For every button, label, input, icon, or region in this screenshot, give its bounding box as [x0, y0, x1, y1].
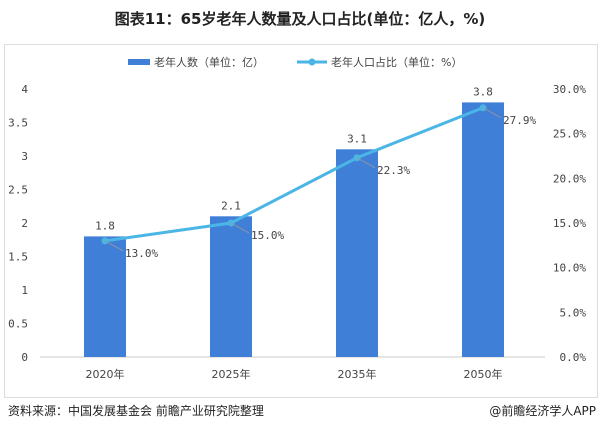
bar [210, 216, 252, 357]
bar [336, 149, 378, 357]
left-axis-tick: 2 [21, 217, 28, 230]
left-axis-tick: 3.5 [8, 117, 28, 130]
source-note: 资料来源：中国发展基金会 前瞻产业研究院整理 [8, 404, 264, 418]
bar-data-label: 2.1 [221, 199, 241, 212]
right-axis-tick: 30.0% [553, 83, 586, 96]
bar [84, 236, 126, 357]
legend-line-label: 老年人口占比（单位：%） [331, 55, 462, 69]
chart-title: 图表11：65岁老年人数量及人口占比(单位：亿人，%) [114, 10, 486, 28]
bar [462, 102, 504, 358]
credit: @前瞻经济学人APP [489, 404, 596, 418]
line-series [104, 106, 484, 243]
bar-data-label: 3.1 [347, 132, 367, 145]
leader-line [482, 107, 502, 119]
right-axis-tick: 25.0% [553, 128, 586, 141]
left-axis-tick: 0.5 [8, 318, 28, 331]
left-axis-tick: 2.5 [8, 184, 28, 197]
legend-bar-label: 老年人数（单位：亿） [154, 55, 264, 69]
leader-line [104, 240, 124, 252]
line-data-label: 15.0% [251, 229, 284, 242]
left-axis-tick: 0 [21, 351, 28, 364]
bar-data-label: 1.8 [95, 219, 115, 232]
left-axis-tick: 3 [21, 150, 28, 163]
leader-line [230, 222, 250, 234]
bar-data-label: 3.8 [473, 85, 493, 98]
left-axis-tick: 1 [21, 284, 28, 297]
leader-line [356, 157, 376, 169]
left-axis-tick: 4 [21, 83, 28, 96]
x-axis-tick: 2035年 [338, 367, 377, 381]
right-axis-tick: 0.0% [560, 351, 587, 364]
line-data-label: 13.0% [125, 247, 158, 260]
legend-line-marker [308, 58, 316, 66]
x-axis-tick: 2050年 [464, 367, 503, 381]
line-data-label: 22.3% [377, 164, 410, 177]
right-axis-tick: 20.0% [553, 172, 586, 185]
x-axis-tick: 2020年 [86, 367, 125, 381]
x-axis-tick: 2025年 [212, 367, 251, 381]
right-axis-tick: 15.0% [553, 217, 586, 230]
chart-frame [4, 44, 598, 398]
legend-bar-swatch [128, 59, 150, 65]
right-axis-tick: 5.0% [560, 306, 587, 319]
left-axis-tick: 1.5 [8, 251, 28, 264]
right-axis-tick: 10.0% [553, 262, 586, 275]
line-data-label: 27.9% [503, 114, 536, 127]
